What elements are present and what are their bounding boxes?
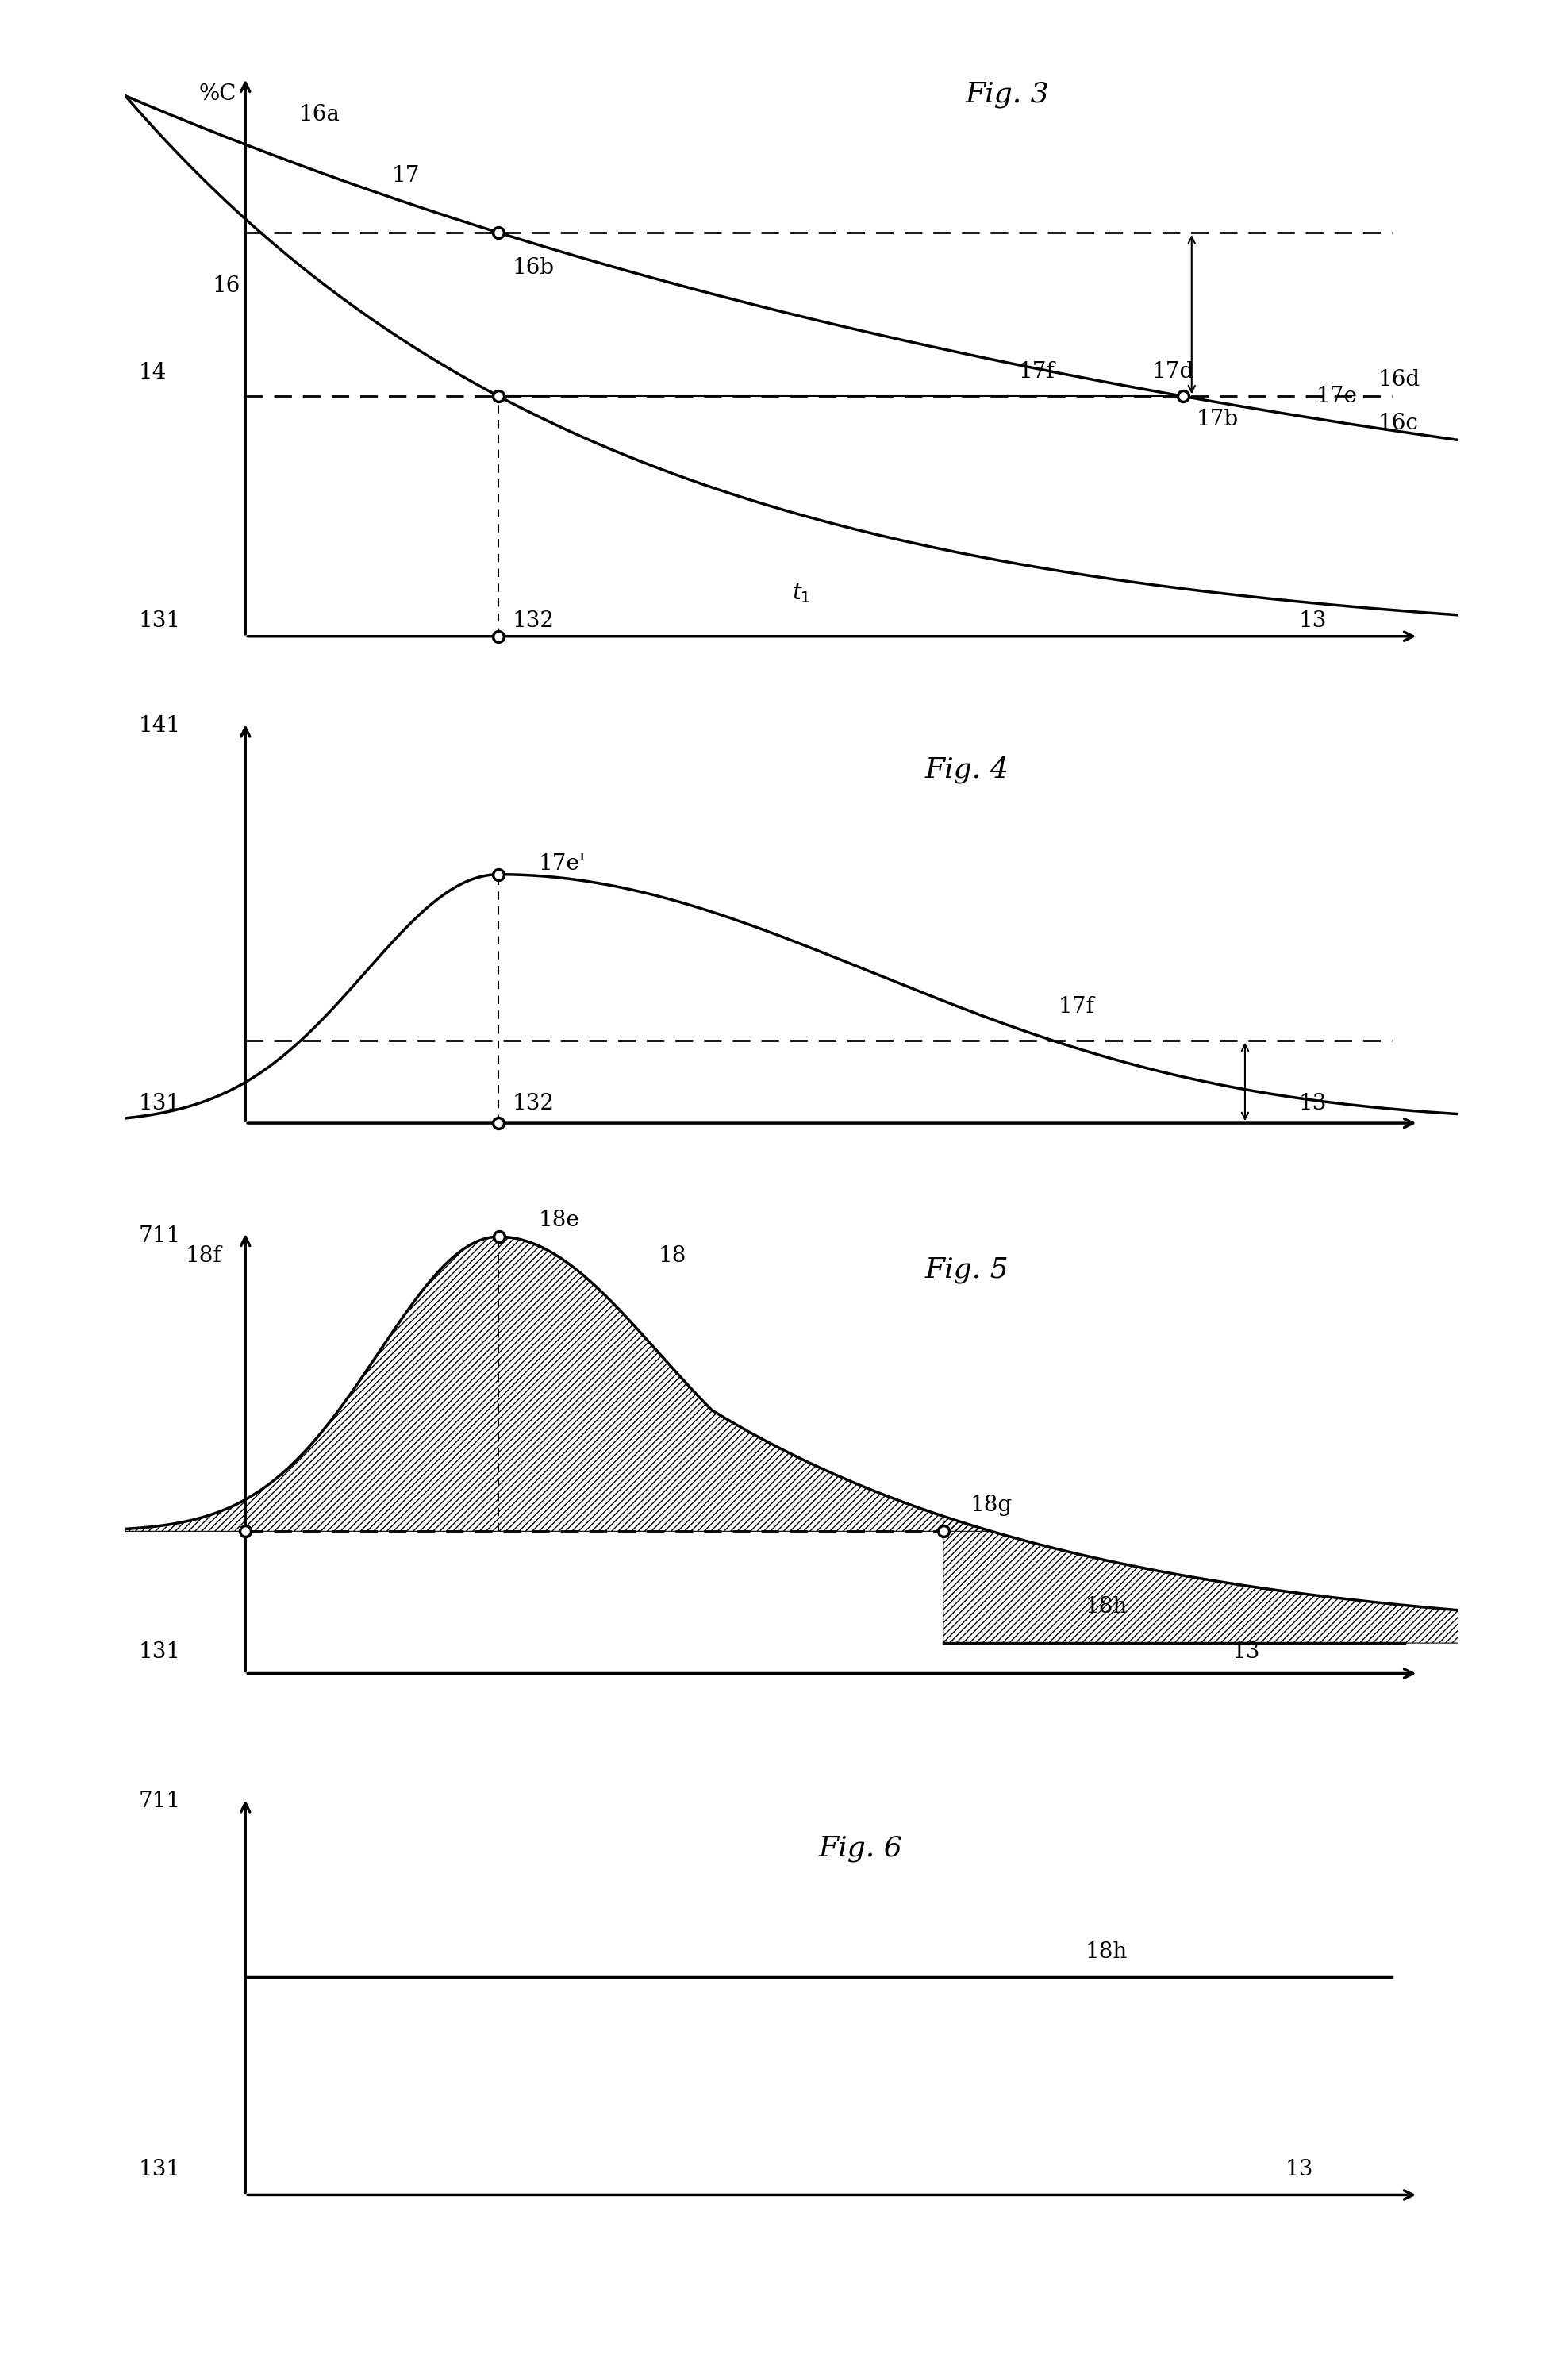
Text: 17: 17 <box>392 165 420 187</box>
Text: 132: 132 <box>511 609 554 633</box>
Text: Fig. 3: Fig. 3 <box>964 80 1049 109</box>
Text: 18f: 18f <box>185 1245 221 1266</box>
Text: 16a: 16a <box>298 104 340 125</box>
Text: 17f: 17f <box>1058 997 1094 1018</box>
Text: 711: 711 <box>138 1226 180 1247</box>
Text: 17b: 17b <box>1196 409 1239 430</box>
Text: 17d: 17d <box>1151 361 1193 383</box>
Text: Fig. 5: Fig. 5 <box>925 1257 1010 1283</box>
Text: 13: 13 <box>1231 1642 1259 1663</box>
Text: 18h: 18h <box>1085 1942 1127 1963</box>
Text: 16c: 16c <box>1378 413 1419 435</box>
Text: 131: 131 <box>138 1642 180 1663</box>
Text: 13: 13 <box>1298 609 1327 633</box>
Text: 14: 14 <box>138 361 166 383</box>
Text: 17f: 17f <box>1018 361 1055 383</box>
Text: 131: 131 <box>138 2159 180 2180</box>
Text: 18: 18 <box>659 1245 687 1266</box>
Text: $t_1$: $t_1$ <box>792 581 811 605</box>
Text: 13: 13 <box>1284 2159 1312 2180</box>
Text: 18g: 18g <box>971 1495 1011 1516</box>
Text: 132: 132 <box>511 1094 554 1115</box>
Text: 18e: 18e <box>539 1209 580 1231</box>
Text: 131: 131 <box>138 1094 180 1115</box>
Text: Fig. 6: Fig. 6 <box>818 1835 903 1861</box>
Text: %C: %C <box>199 83 237 104</box>
Text: 16b: 16b <box>511 257 554 279</box>
Text: 18h: 18h <box>1085 1597 1127 1618</box>
Text: 141: 141 <box>138 716 180 737</box>
Text: 711: 711 <box>138 1790 180 1812</box>
Text: 131: 131 <box>138 609 180 633</box>
Text: 17e': 17e' <box>539 853 586 874</box>
Text: 16d: 16d <box>1378 368 1421 390</box>
Text: Fig. 4: Fig. 4 <box>925 756 1010 784</box>
Text: 16: 16 <box>212 276 240 298</box>
Text: 13: 13 <box>1298 1094 1327 1115</box>
Text: 17e: 17e <box>1316 385 1358 406</box>
